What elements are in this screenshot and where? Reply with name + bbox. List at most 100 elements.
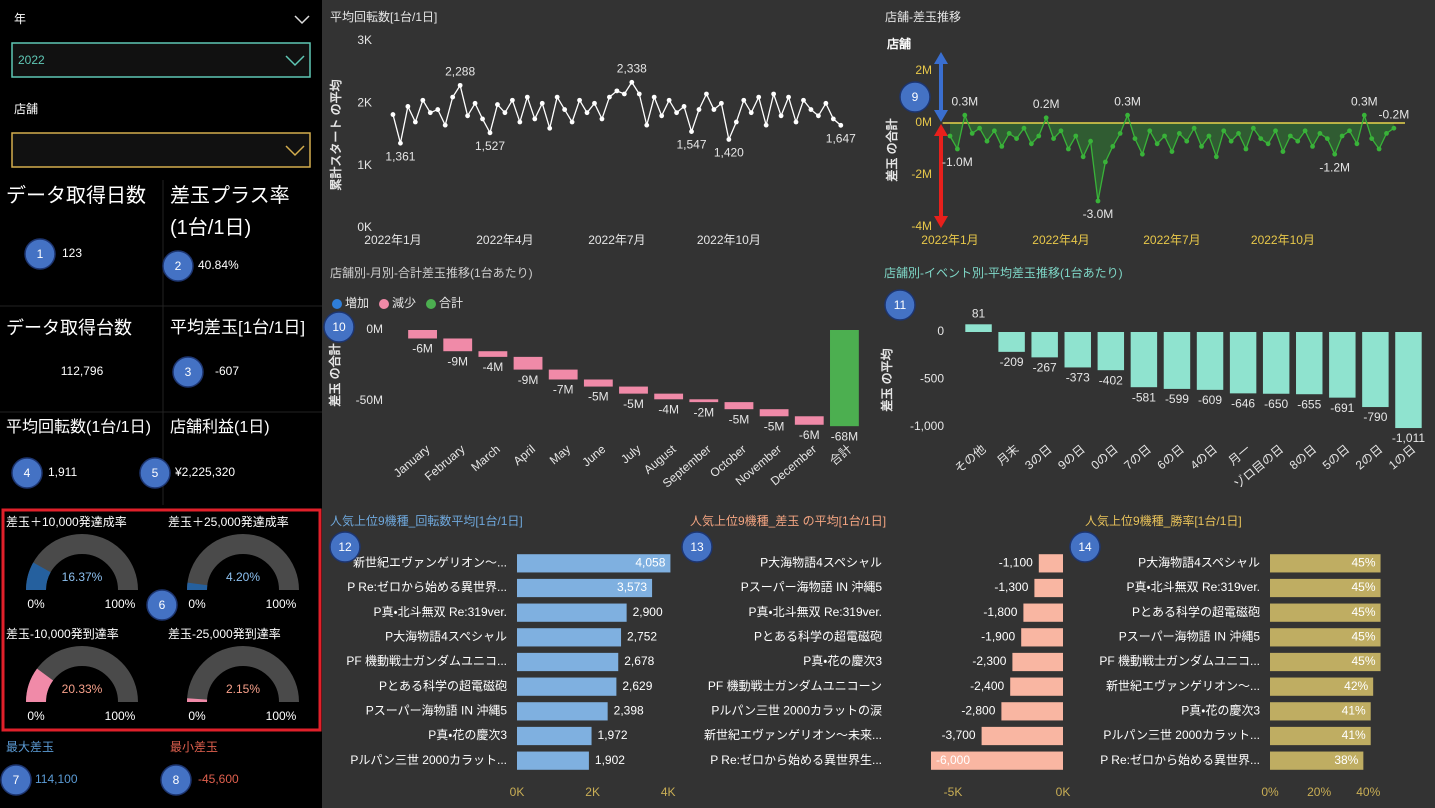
- data-label: 1,547: [677, 138, 707, 152]
- bar: [1262, 332, 1290, 394]
- x-tick-label: 5の日: [1320, 442, 1353, 472]
- waterfall-bar: [583, 379, 613, 387]
- data-point: [977, 125, 982, 131]
- badge-number: 5: [152, 466, 159, 480]
- data-label: -0.2M: [1379, 107, 1410, 121]
- bar: [1270, 628, 1381, 647]
- y-tick-label: -50M: [356, 393, 383, 407]
- y-tick-label: 新世紀エヴァンゲリオン～...: [1106, 678, 1260, 693]
- y-tick-label: P真・花の慶次3: [428, 728, 507, 742]
- y-tick-label: 新世紀エヴァンゲリオン～...: [353, 555, 507, 570]
- data-point: [1051, 136, 1056, 142]
- data-label: -1,011: [1392, 431, 1425, 445]
- y-tick-label: -500: [920, 372, 944, 386]
- data-point: [1139, 151, 1145, 157]
- data-point: [1310, 144, 1315, 149]
- waterfall-bar: [689, 399, 719, 403]
- y-axis-label: 累計スタート の平均: [328, 79, 343, 190]
- x-tick-label: 月一: [1226, 442, 1253, 468]
- data-label: -9M: [518, 373, 539, 387]
- data-point: [1176, 131, 1182, 136]
- data-point: [495, 102, 500, 107]
- y-tick-label: PF 機動戦士ガンダムユニコ...: [346, 653, 507, 668]
- data-label: 3,573: [617, 580, 647, 594]
- highlight-box: [1, 508, 322, 732]
- data-point: [1339, 133, 1345, 139]
- y-axis-label: 差玉 の合計: [327, 343, 342, 406]
- arrow-head: [934, 124, 948, 136]
- data-label: -691: [1330, 401, 1354, 415]
- data-point: [756, 94, 762, 100]
- data-label: -1.0M: [942, 155, 973, 169]
- data-point: [547, 125, 553, 131]
- data-point: [1036, 133, 1042, 139]
- data-point: [1021, 125, 1027, 131]
- y-tick-label: Pとある科学の超電磁砲: [1132, 604, 1260, 619]
- gauge-title: 差玉-10,000発到達率: [6, 627, 119, 641]
- data-label: -646: [1231, 397, 1255, 411]
- data-point: [502, 110, 508, 116]
- kpi-value: -607: [215, 364, 239, 378]
- y-axis-label: 差玉 の平均: [879, 348, 894, 411]
- y-tick-label: 3K: [357, 33, 372, 47]
- data-label: 41%: [1342, 728, 1366, 742]
- gauge-value-label: 20.33%: [62, 682, 103, 696]
- data-label: -5M: [729, 412, 750, 426]
- extreme-title: 最大差玉: [6, 740, 54, 754]
- x-tick-label: 0K: [1056, 785, 1071, 799]
- data-point: [1199, 144, 1204, 149]
- data-point: [1147, 128, 1153, 134]
- bar: [1023, 603, 1063, 622]
- gauge-title: 差玉-25,000発到達率: [168, 627, 281, 641]
- data-point: [1265, 141, 1271, 147]
- waterfall-bar: [548, 369, 578, 380]
- data-label: -3.0M: [1083, 207, 1114, 221]
- kpi-value: ¥2,225,320: [174, 465, 235, 479]
- legend-marker: [379, 299, 389, 309]
- x-tick-label: 2022年4月: [476, 233, 533, 247]
- bar: [1229, 332, 1257, 394]
- gauge-max-label: 100%: [266, 597, 297, 611]
- bar: [517, 603, 627, 622]
- legend-marker: [426, 299, 436, 309]
- dropdown[interactable]: [11, 132, 311, 168]
- dropdown-chevron: [285, 145, 305, 157]
- chart-title: 店舗-差玉推移: [885, 9, 961, 24]
- data-point: [390, 112, 396, 117]
- dropdown-chevron: [285, 55, 305, 67]
- data-point: [991, 128, 997, 134]
- bar: [1296, 332, 1323, 395]
- data-label: -5M: [764, 419, 785, 433]
- collapse-icon[interactable]: [294, 15, 310, 25]
- badge-circle: [11, 457, 43, 489]
- kpi-title: 店舗利益(1日): [170, 419, 270, 436]
- data-point: [1088, 138, 1093, 144]
- kpi-title: データ取得台数: [6, 318, 132, 338]
- data-point: [509, 97, 515, 103]
- data-point: [771, 91, 777, 97]
- data-point: [1095, 198, 1101, 204]
- data-point: [539, 100, 545, 106]
- data-point: [1014, 136, 1019, 142]
- data-point: [1287, 133, 1293, 139]
- data-point: [1006, 131, 1012, 136]
- data-label: 0.3M: [951, 94, 978, 108]
- x-tick-label: May: [547, 442, 573, 467]
- data-label: 0.3M: [1351, 94, 1378, 108]
- data-label: 4,058: [635, 556, 665, 570]
- data-label: -6M: [412, 342, 433, 356]
- data-label: -5M: [588, 390, 609, 404]
- data-point: [704, 91, 709, 97]
- x-tick-label: -5K: [944, 785, 963, 799]
- y-tick-label: P大海物語4スペシャル: [385, 630, 507, 644]
- dropdown[interactable]: [11, 42, 311, 78]
- x-tick-label: July: [618, 442, 643, 466]
- data-point: [577, 97, 582, 103]
- data-point: [801, 97, 806, 103]
- bar: [931, 751, 1063, 770]
- data-label: -4M: [658, 402, 679, 416]
- data-label: -1,900: [981, 630, 1015, 644]
- kpi-value: 112,796: [61, 364, 104, 378]
- data-point: [1132, 136, 1138, 142]
- data-label: -267: [1033, 361, 1057, 375]
